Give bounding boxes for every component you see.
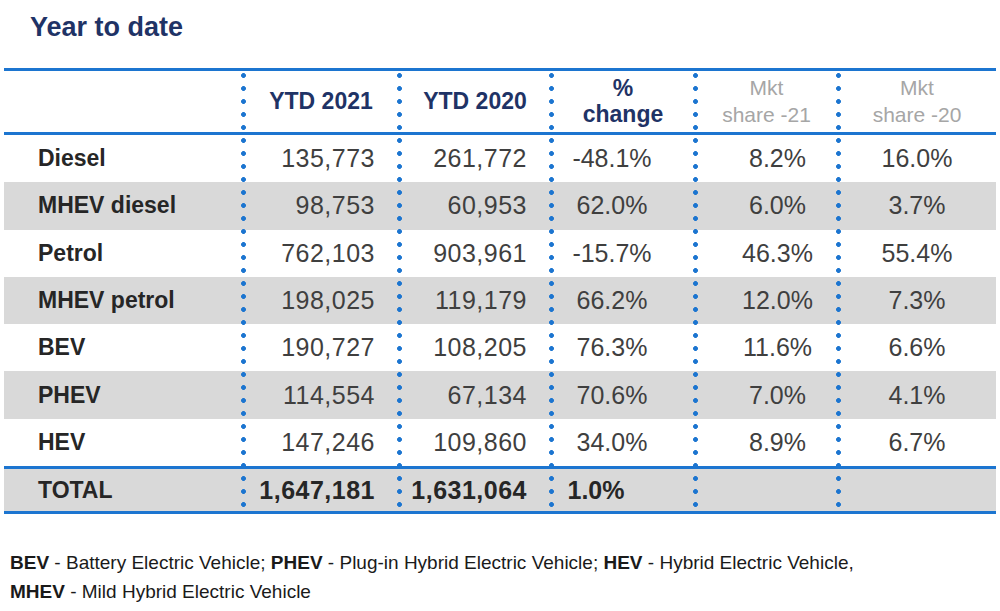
table-row-mhev-diesel: MHEV diesel 98,753 60,953 62.0% 6.0% 3.7…: [4, 182, 996, 229]
row-label: HEV: [4, 429, 243, 456]
table-row-hev: HEV 147,246 109,860 34.0% 8.9% 6.7%: [4, 419, 996, 466]
pct-change-value: 70.6%: [551, 381, 695, 410]
ytd-2020-value: 261,772: [399, 144, 551, 173]
header-mkt-share-20-line1: Mkt: [838, 75, 996, 101]
dotted-column-separator: [549, 71, 554, 511]
total-ytd-2020-value: 1,631,064: [399, 476, 551, 505]
mkt-share-21-value: 46.3%: [695, 239, 838, 268]
footnote-desc-phev: - Plug-in Hybrid Electric Vehicle;: [323, 552, 604, 573]
pct-change-value: 62.0%: [551, 191, 695, 220]
header-mkt-share-20-line2: share -20: [838, 102, 996, 128]
row-label: MHEV diesel: [4, 192, 243, 219]
abbreviation-footnote: BEV - Battery Electric Vehicle; PHEV - P…: [10, 548, 995, 606]
mkt-share-21-value: 8.2%: [695, 144, 838, 173]
header-mkt-share-21: Mkt share -21: [695, 75, 838, 128]
ytd-2020-value: 108,205: [399, 333, 551, 362]
ytd-2021-value: 190,727: [243, 333, 399, 362]
header-pct-change-line1: %: [551, 76, 695, 102]
dotted-column-separator: [693, 71, 698, 511]
ytd-2020-value: 60,953: [399, 191, 551, 220]
table-row-total: TOTAL 1,647,181 1,631,064 1.0%: [4, 466, 996, 514]
header-mkt-share-21-line1: Mkt: [695, 75, 838, 101]
row-label: PHEV: [4, 382, 243, 409]
mkt-share-21-value: 8.9%: [695, 428, 838, 457]
footnote-abbr-mhev: MHEV: [10, 581, 65, 602]
mkt-share-20-value: 3.7%: [838, 191, 996, 220]
ytd-2021-value: 135,773: [243, 144, 399, 173]
mkt-share-21-value: 12.0%: [695, 286, 838, 315]
mkt-share-20-value: 6.6%: [838, 333, 996, 362]
ytd-2020-value: 119,179: [399, 286, 551, 315]
mkt-share-20-value: 55.4%: [838, 239, 996, 268]
ytd-2020-value: 109,860: [399, 428, 551, 457]
total-label: TOTAL: [4, 477, 243, 504]
dotted-column-separator: [241, 71, 246, 511]
mkt-share-20-value: 7.3%: [838, 286, 996, 315]
ytd-2021-value: 98,753: [243, 191, 399, 220]
mkt-share-21-value: 6.0%: [695, 191, 838, 220]
table-row-phev: PHEV 114,554 67,134 70.6% 7.0% 4.1%: [4, 371, 996, 418]
mkt-share-20-value: 4.1%: [838, 381, 996, 410]
ytd-2021-value: 198,025: [243, 286, 399, 315]
ytd-2021-value: 762,103: [243, 239, 399, 268]
mkt-share-21-value: 11.6%: [695, 333, 838, 362]
page-title: Year to date: [30, 12, 183, 43]
ytd-2021-value: 114,554: [243, 381, 399, 410]
dotted-column-separator: [397, 71, 402, 511]
pct-change-value: 34.0%: [551, 428, 695, 457]
row-label: Diesel: [4, 145, 243, 172]
footnote-abbr-bev: BEV: [10, 552, 49, 573]
ytd-2020-value: 903,961: [399, 239, 551, 268]
row-label: Petrol: [4, 240, 243, 267]
pct-change-value: -48.1%: [551, 144, 695, 173]
year-to-date-registrations-figure: Year to date YTD 2021 YTD 2020 % change …: [0, 0, 1000, 611]
header-pct-change-line2: change: [551, 102, 695, 128]
mkt-share-20-value: 6.7%: [838, 428, 996, 457]
footnote-abbr-hev: HEV: [603, 552, 642, 573]
footnote-desc-hev: - Hybrid Electric Vehicle,: [643, 552, 854, 573]
dotted-column-separator: [836, 71, 841, 511]
table-row-petrol: Petrol 762,103 903,961 -15.7% 46.3% 55.4…: [4, 230, 996, 277]
mkt-share-20-value: 16.0%: [838, 144, 996, 173]
ytd-2020-value: 67,134: [399, 381, 551, 410]
table-row-diesel: Diesel 135,773 261,772 -48.1% 8.2% 16.0%: [4, 135, 996, 182]
pct-change-value: -15.7%: [551, 239, 695, 268]
footnote-abbr-phev: PHEV: [271, 552, 323, 573]
table-row-mhev-petrol: MHEV petrol 198,025 119,179 66.2% 12.0% …: [4, 277, 996, 324]
total-ytd-2021-value: 1,647,181: [243, 476, 399, 505]
table-row-bev: BEV 190,727 108,205 76.3% 11.6% 6.6%: [4, 324, 996, 371]
row-label: BEV: [4, 334, 243, 361]
header-ytd-2021: YTD 2021: [243, 89, 399, 115]
total-pct-change-value: 1.0%: [551, 476, 695, 505]
footnote-desc-mhev: - Mild Hybrid Electric Vehicle: [65, 581, 311, 602]
registrations-table: YTD 2021 YTD 2020 % change Mkt share -21…: [4, 68, 996, 514]
footnote-desc-bev: - Battery Electric Vehicle;: [49, 552, 271, 573]
ytd-2021-value: 147,246: [243, 428, 399, 457]
pct-change-value: 66.2%: [551, 286, 695, 315]
mkt-share-21-value: 7.0%: [695, 381, 838, 410]
row-label: MHEV petrol: [4, 287, 243, 314]
header-ytd-2020: YTD 2020: [399, 89, 551, 115]
header-mkt-share-21-line2: share -21: [695, 102, 838, 128]
pct-change-value: 76.3%: [551, 333, 695, 362]
header-mkt-share-20: Mkt share -20: [838, 75, 996, 128]
header-pct-change: % change: [551, 76, 695, 128]
table-body: Diesel 135,773 261,772 -48.1% 8.2% 16.0%…: [4, 135, 996, 466]
table-header-row: YTD 2021 YTD 2020 % change Mkt share -21…: [4, 68, 996, 135]
